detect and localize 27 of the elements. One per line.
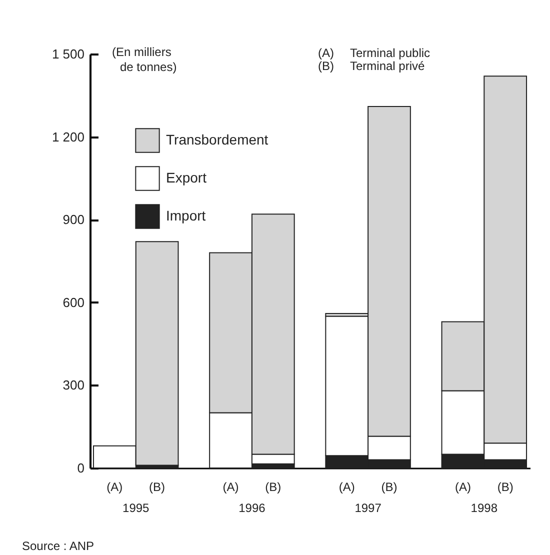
x-tick-label: (A) (222, 480, 239, 494)
text: 1995 (122, 501, 150, 515)
x-tick-label: (A) (106, 480, 123, 494)
x-tick-label: (B) (149, 480, 166, 494)
annotation: Terminal public (350, 46, 430, 60)
annotation: Terminal privé (350, 59, 426, 73)
text: 1998 (470, 501, 498, 515)
legend-label: Export (166, 170, 207, 186)
y-axis-title: (En milliers de tonnes) (112, 45, 177, 74)
legend-label: Import (166, 208, 206, 224)
y-tick-label: 300 (62, 378, 84, 393)
y-tick-label: 0 (77, 460, 84, 476)
x-tick-label: (B) (265, 480, 282, 494)
text: 1996 (238, 501, 266, 515)
y-tick-label: 1 500 (52, 46, 84, 62)
x-tick-label: (A) (454, 480, 471, 494)
y-tick-label: 600 (62, 294, 84, 310)
x-tick-label: (B) (381, 480, 398, 494)
legend-label: Transbordement (166, 132, 268, 148)
annotation: (A) (318, 46, 334, 60)
source-note: Source : ANP (22, 539, 94, 553)
annotation: (B) (318, 59, 334, 73)
x-tick-label: (B) (497, 480, 514, 494)
y-tick-label: 1 200 (52, 129, 84, 144)
text: 1997 (354, 501, 382, 515)
x-tick-label: (A) (338, 480, 355, 494)
y-tick-label: 900 (62, 212, 84, 228)
